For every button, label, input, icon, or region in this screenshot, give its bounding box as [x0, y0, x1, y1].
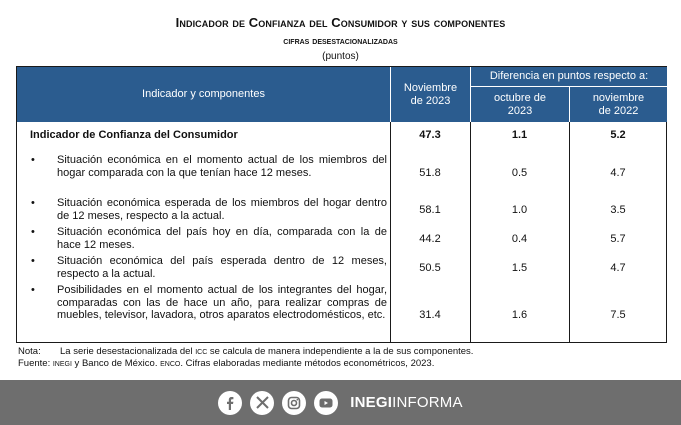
source-text: y Banco de México. [71, 358, 161, 369]
table-row: • Situación económica del país hoy en dí… [17, 226, 667, 252]
brand-light: INFORMA [392, 394, 463, 411]
cell-value: 1.5 [511, 262, 528, 274]
cell-value: 4.7 [610, 167, 626, 179]
cell-value: 58.1 [419, 204, 441, 216]
header-november-2023-label: Noviembre de 2023 [403, 81, 458, 107]
youtube-icon[interactable] [314, 390, 339, 415]
brand-bold: INEGI [350, 394, 393, 411]
note-line: Nota: La serie desestacionalizada del ic… [18, 346, 473, 357]
note-prefix: Nota: [18, 346, 41, 357]
footer-bar: INEGIINFORMA [0, 380, 681, 425]
cell-value: 47.3 [419, 129, 441, 141]
table-units: (puntos) [322, 51, 359, 62]
source-abbrev: enco [160, 358, 181, 369]
row-label: Indicador de Confianza del Consumidor [30, 129, 238, 141]
table-row: • Posibilidades en el momento actual de … [17, 284, 667, 336]
brand-logo: INEGIINFORMA [350, 394, 462, 411]
cell-value: 1.0 [511, 204, 528, 216]
row-label: Situación económica esperada de los miem… [57, 197, 387, 222]
header-october-2023-label: octubre de 2023 [494, 91, 546, 117]
bullet-icon: • [31, 154, 35, 166]
header-november-2022: noviembre de 2022 [569, 87, 667, 122]
x-icon[interactable] [250, 390, 275, 415]
cell-value: 50.5 [419, 262, 441, 274]
bullet-icon: • [31, 255, 35, 267]
header-indicator: Indicador y componentes [17, 67, 390, 122]
header-november-2023: Noviembre de 2023 [390, 67, 470, 122]
facebook-icon[interactable] [218, 390, 243, 415]
row-label: Situación económica del país esperada de… [57, 255, 387, 280]
indicator-table: Indicador y componentes Noviembre de 202… [16, 66, 667, 343]
table-row-main: Indicador de Confianza del Consumidor 47… [17, 129, 667, 145]
source-text: . Cifras elaboradas mediante métodos eco… [180, 358, 435, 369]
bullet-icon: • [31, 197, 35, 209]
cell-value: 5.7 [610, 233, 626, 245]
header-october-2023: octubre de 2023 [470, 87, 569, 122]
column-divider [569, 122, 570, 342]
cell-value: 4.7 [610, 262, 626, 274]
instagram-icon[interactable] [282, 390, 307, 415]
cell-value: 3.5 [610, 204, 626, 216]
cell-value: 44.2 [419, 233, 441, 245]
cell-value: 0.5 [511, 167, 528, 179]
table-subtitle: cifras desestacionalizadas [283, 35, 398, 47]
cell-value: 31.4 [419, 309, 441, 321]
cell-value: 0.4 [511, 233, 528, 245]
cell-value: 7.5 [610, 309, 626, 321]
cell-value: 1.6 [511, 309, 528, 321]
cell-value: 1.1 [511, 129, 528, 141]
source-line: Fuente: inegi y Banco de México. enco. C… [18, 358, 434, 369]
note-abbrev: icc [195, 346, 208, 357]
table-row: • Situación económica del país esperada … [17, 255, 667, 281]
source-abbrev: inegi [52, 358, 72, 369]
bullet-icon: • [31, 226, 35, 238]
column-divider [390, 122, 391, 342]
cell-value: 51.8 [419, 167, 441, 179]
source-prefix: Fuente: [18, 358, 53, 369]
row-label: Posibilidades en el momento actual de lo… [57, 284, 387, 321]
header-november-2022-label: noviembre de 2022 [592, 91, 645, 117]
note-text: La serie desestacionalizada del [60, 346, 196, 357]
table-row: • Situación económica en el momento actu… [17, 154, 667, 192]
note-text: se calcula de manera independiente a la … [207, 346, 474, 357]
column-divider [470, 122, 471, 342]
bullet-icon: • [31, 284, 35, 296]
row-label: Situación económica del país hoy en día,… [57, 226, 387, 251]
header-difference: Diferencia en puntos respecto a: [470, 67, 667, 87]
cell-value: 5.2 [610, 129, 626, 141]
table-row: • Situación económica esperada de los mi… [17, 197, 667, 223]
table-title: Indicador de Confianza del Consumidor y … [175, 15, 506, 30]
row-label: Situación económica en el momento actual… [57, 154, 387, 179]
